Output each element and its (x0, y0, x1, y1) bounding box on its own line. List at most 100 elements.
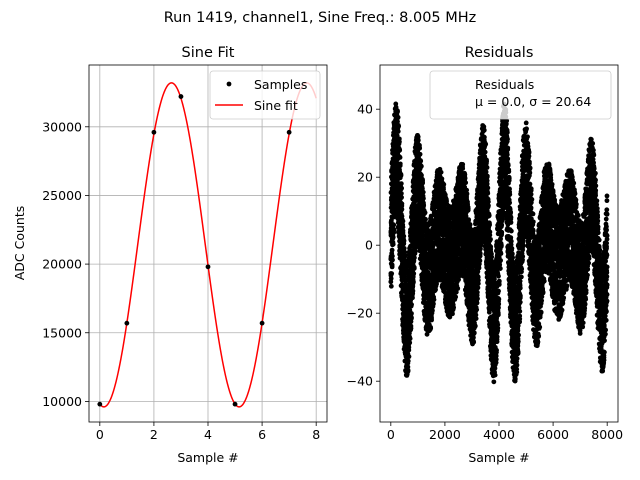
residual-point (401, 245, 407, 251)
residual-point (477, 251, 483, 256)
residual-point (499, 222, 505, 228)
residual-point (508, 228, 514, 234)
residual-point (417, 145, 423, 151)
residual-point (520, 247, 525, 253)
left-legend: Samples Sine fit (209, 70, 321, 120)
residual-point (473, 316, 479, 321)
residual-point (409, 315, 414, 320)
residual-point (472, 323, 478, 329)
residual-point (495, 325, 501, 331)
residual-point (399, 195, 404, 200)
residual-point (510, 255, 515, 260)
residual-point (482, 149, 488, 155)
residual-point (405, 364, 411, 370)
residual-point (389, 271, 395, 276)
residual-point (505, 136, 510, 142)
residual-point (496, 301, 502, 307)
residual-point (508, 214, 514, 220)
residual-point (417, 151, 423, 157)
residual-point (507, 192, 513, 197)
residual-point (430, 308, 435, 313)
residual-point (412, 249, 418, 255)
residual-point (400, 224, 406, 230)
residual-point (415, 134, 421, 140)
left-y-axis-label: ADC Counts (12, 206, 27, 281)
residual-point (450, 311, 455, 317)
residual-point (492, 372, 498, 378)
residual-point (391, 227, 397, 233)
residual-point (496, 296, 502, 302)
residual-point (388, 276, 394, 281)
residual-point (409, 302, 414, 308)
residual-point (508, 238, 514, 244)
residual-point (471, 339, 477, 345)
left-chart-title: Sine Fit (182, 45, 235, 61)
residual-point (517, 316, 523, 322)
residual-point (420, 189, 426, 195)
residual-point (475, 296, 480, 302)
residual-point (431, 297, 437, 303)
residual-point (515, 339, 521, 344)
residual-point (521, 243, 526, 249)
residual-point (519, 266, 525, 272)
residual-point (399, 206, 405, 212)
residual-point (485, 190, 491, 196)
residual-point (485, 185, 491, 191)
sample-point (151, 129, 157, 135)
residual-point (450, 279, 455, 285)
residual-point (484, 159, 489, 164)
residual-point (506, 169, 512, 175)
residual-point (489, 254, 495, 260)
residual-point (512, 376, 518, 382)
residual-point (486, 203, 491, 209)
residual-point (483, 169, 489, 175)
residual-point (466, 217, 472, 223)
left-y-tick-label: 15000 (42, 325, 82, 340)
residual-point (389, 253, 395, 259)
residual-point (462, 172, 468, 178)
legend-samples-label: Samples (254, 77, 307, 92)
residual-point (422, 210, 428, 216)
residual-point (494, 339, 500, 345)
residual-point (453, 289, 459, 295)
residual-point (421, 196, 426, 201)
residual-point (486, 213, 492, 219)
left-x-tick-label: 8 (312, 427, 320, 442)
residual-point (400, 218, 406, 224)
residual-point (424, 331, 430, 337)
residual-point (397, 139, 402, 145)
residual-point (487, 222, 492, 228)
residual-point (514, 356, 520, 361)
residual-point (462, 176, 468, 181)
residual-point (395, 119, 400, 125)
residuals-chart: Residuals 0 2000 4000 6000 8000 −40−2002040 … (347, 45, 624, 465)
sample-point (259, 320, 265, 326)
left-y-tick-label: 20000 (42, 257, 82, 272)
left-x-tick-label: 2 (150, 427, 158, 442)
residual-point (410, 288, 416, 294)
residual-point (389, 264, 395, 270)
residual-point (418, 163, 424, 169)
residual-point (517, 293, 523, 299)
residual-point (516, 332, 522, 338)
residual-point (496, 288, 501, 294)
sample-point (286, 129, 292, 135)
left-x-axis-label: Sample # (177, 450, 238, 465)
residual-point (498, 258, 504, 263)
residual-point (477, 258, 483, 264)
residual-point (398, 191, 404, 196)
sample-point (232, 401, 238, 407)
residual-point (478, 242, 484, 248)
residual-point (508, 209, 514, 215)
residual-point (514, 362, 520, 368)
sample-point (178, 94, 184, 99)
residual-point (401, 233, 407, 239)
residual-point (499, 229, 505, 235)
residual-point (463, 213, 469, 219)
residual-point (460, 166, 466, 171)
residual-point (465, 206, 471, 212)
residual-point (464, 191, 470, 197)
residual-point (431, 301, 436, 307)
left-y-tick-label: 25000 (42, 188, 82, 203)
